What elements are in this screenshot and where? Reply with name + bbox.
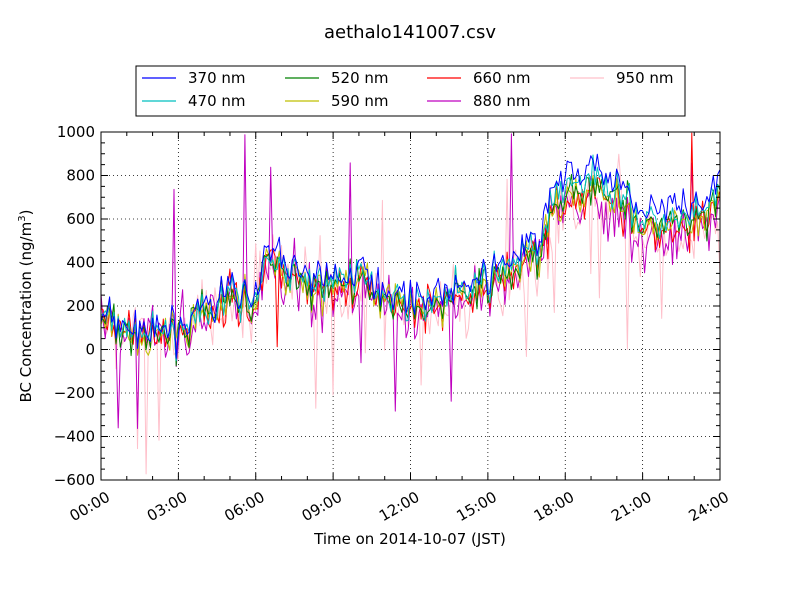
y-tick-labels: −600 −400 −200 0 200 400 600 800 1000 — [54, 123, 95, 489]
y-tick-label: 800 — [66, 167, 95, 185]
legend-label: 950 nm — [616, 69, 674, 87]
x-tick-label: 09:00 — [299, 488, 345, 525]
plot-area — [100, 131, 721, 481]
x-axis-label: Time on 2014-10-07 (JST) — [313, 530, 506, 548]
legend-label: 370 nm — [188, 69, 246, 87]
x-tick-label: 18:00 — [531, 488, 577, 525]
y-tick-label: 1000 — [57, 123, 95, 141]
y-tick-label: 600 — [66, 210, 95, 228]
legend-label: 470 nm — [188, 92, 246, 110]
y-tick-label: −400 — [54, 428, 95, 446]
x-tick-label: 15:00 — [453, 488, 499, 525]
x-tick-label: 21:00 — [608, 488, 654, 525]
legend-box — [135, 65, 686, 117]
series-line-660-nm — [100, 132, 721, 352]
y-tick-label: −200 — [54, 384, 95, 402]
x-tick-label: 03:00 — [144, 488, 190, 525]
x-tick-label: 24:00 — [686, 488, 732, 525]
series-line-370-nm — [100, 153, 721, 359]
legend-label: 520 nm — [331, 69, 389, 87]
y-axis-label-main: BC Concentration (ng/m — [17, 222, 35, 403]
axis-ticks — [100, 131, 721, 481]
legend-items: 370 nm 470 nm 520 nm 590 nm 660 nm 880 nm 950 … — [142, 69, 674, 110]
legend-label: 660 nm — [473, 69, 531, 87]
y-tick-label: 0 — [85, 341, 95, 359]
y-axis-label-sup: 3 — [17, 215, 28, 221]
legend-label: 590 nm — [331, 92, 389, 110]
y-tick-label: 400 — [66, 254, 95, 272]
chart-title: aethalo141007.csv — [324, 22, 496, 43]
series-lines — [100, 132, 721, 475]
x-tick-label: 00:00 — [67, 488, 113, 525]
y-tick-label: 200 — [66, 297, 95, 315]
legend-label: 880 nm — [473, 92, 531, 110]
x-tick-label: 12:00 — [376, 488, 422, 525]
legend: 370 nm 470 nm 520 nm 590 nm 660 nm 880 nm 950 … — [135, 65, 686, 117]
y-axis-label-close: ) — [17, 210, 35, 216]
y-tick-label: −600 — [54, 471, 95, 489]
x-tick-label: 06:00 — [221, 488, 267, 525]
x-tick-labels: 00:00 03:00 06:00 09:00 12:00 15:00 18:00 21:00… — [67, 488, 732, 525]
y-axis-label: BC Concentration (ng/m3) — [17, 210, 35, 403]
